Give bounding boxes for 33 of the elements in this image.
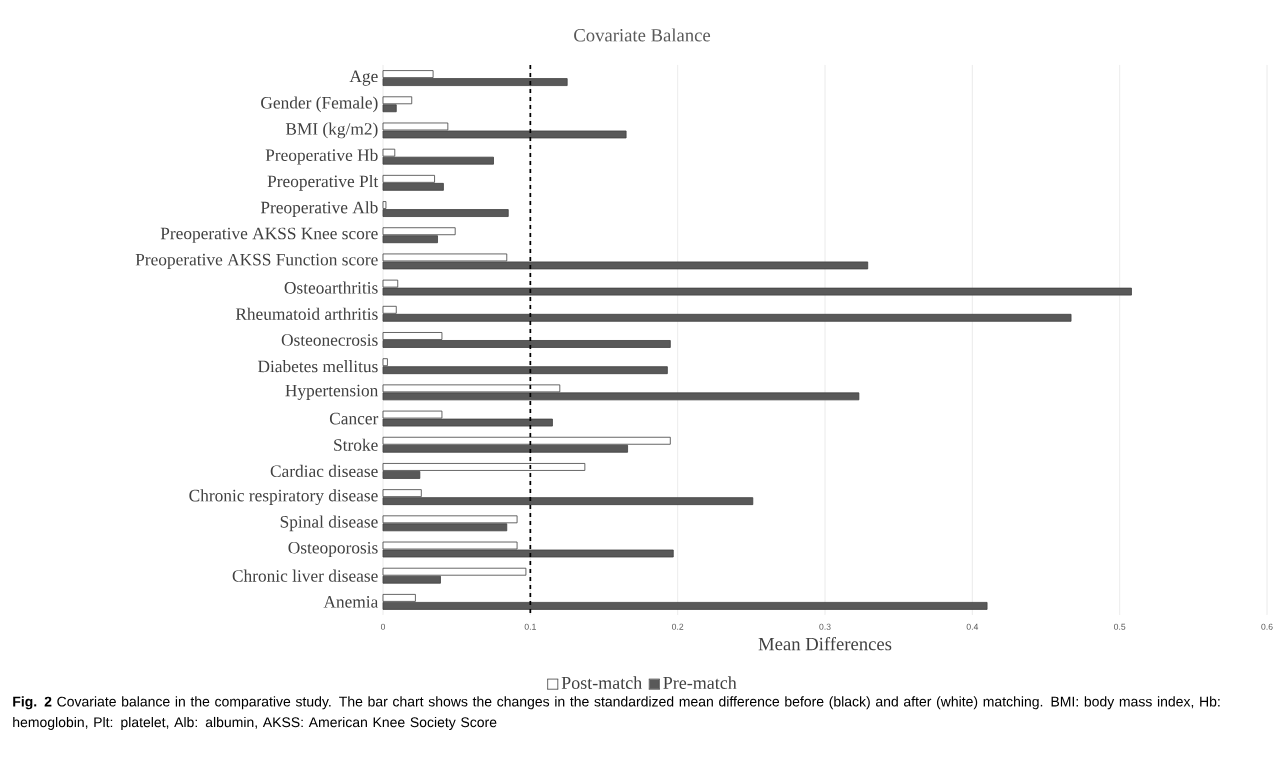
y-tick-label: BMI (kg/m2) xyxy=(285,122,378,139)
y-tick-label: Cardiac disease xyxy=(270,464,378,478)
chart-title: Covariate Balance xyxy=(574,28,711,42)
legend-label: Post-match xyxy=(561,676,642,689)
y-tick-label: Preoperative Plt xyxy=(267,175,379,191)
y-tick-label: Rheumatoid arthritis xyxy=(235,307,378,320)
y-tick-label: Chronic respiratory disease xyxy=(189,489,378,506)
x-tick-label: 0 xyxy=(380,623,386,630)
legend-label: Pre-match xyxy=(663,676,737,689)
y-tick-label: Spinal disease xyxy=(280,515,378,532)
y-tick-label: Age xyxy=(349,70,378,86)
x-tick-label: 0.6 xyxy=(1261,623,1273,630)
x-tick-label: 0.4 xyxy=(966,623,979,630)
y-tick-label: Preoperative Alb xyxy=(260,201,378,217)
x-tick-label: 0.5 xyxy=(1113,623,1126,630)
y-tick-label: Preoperative AKSS Knee score xyxy=(160,227,378,243)
x-tick-label: 0.1 xyxy=(524,623,536,630)
y-tick-label: Cancer xyxy=(329,412,379,425)
y-tick-label: Diabetes mellitus xyxy=(257,360,378,373)
y-tick-label: Osteoporosis xyxy=(288,541,378,558)
y-tick-label: Gender (Female) xyxy=(261,96,378,113)
y-tick-label: Anemia xyxy=(323,596,379,608)
y-tick-label: Stroke xyxy=(334,438,378,451)
y-tick-label: Osteonecrosis xyxy=(281,334,378,346)
y-tick-label: Chronic liver disease xyxy=(232,569,378,582)
x-axis-title: Mean Differences xyxy=(758,636,892,651)
y-tick-label: Osteoarthritis xyxy=(284,281,378,294)
y-tick-label: Hypertension xyxy=(285,384,379,400)
text: Fig. 2 Covariate balance in the comparative study. The bar chart shows the changes in the standardized mean difference before (black) and after (white) matching. BMI: body mass index, Hb: hemoglobin, Plt: platelet, Alb: albumin, AKSS: American Knee Society Score xyxy=(13,696,1220,730)
x-tick-label: 0.2 xyxy=(671,623,684,630)
y-tick-label: Preoperative Hb xyxy=(265,148,378,165)
y-tick-label: Preoperative AKSS Function score xyxy=(135,253,378,269)
x-tick-label: 0.3 xyxy=(819,623,831,630)
